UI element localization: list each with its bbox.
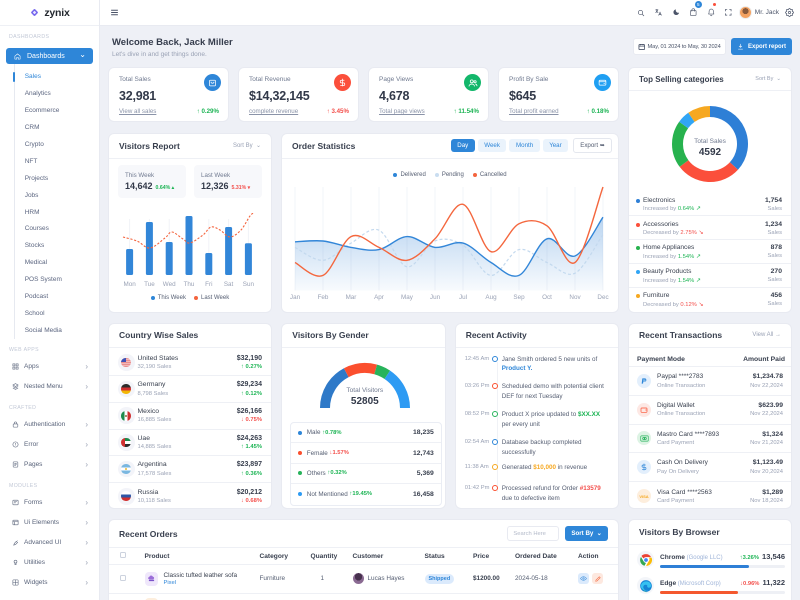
- svg-text:Jan: Jan: [290, 294, 301, 301]
- svg-text:Feb: Feb: [318, 294, 329, 301]
- svg-text:Sat: Sat: [224, 281, 234, 288]
- svg-text:Wed: Wed: [163, 281, 176, 288]
- svg-text:Sun: Sun: [243, 281, 255, 288]
- svg-text:Jun: Jun: [430, 294, 441, 301]
- svg-text:Sep: Sep: [513, 294, 525, 301]
- svg-text:Jul: Jul: [459, 294, 467, 301]
- svg-text:Thu: Thu: [184, 281, 195, 288]
- svg-text:Mon: Mon: [123, 281, 136, 288]
- svg-text:Fri: Fri: [205, 281, 212, 288]
- svg-text:Mar: Mar: [346, 294, 357, 301]
- svg-text:Nov: Nov: [569, 294, 581, 301]
- svg-text:Apr: Apr: [374, 294, 384, 301]
- svg-text:Aug: Aug: [485, 294, 497, 301]
- svg-text:Dec: Dec: [597, 294, 608, 301]
- svg-text:Tue: Tue: [144, 281, 155, 288]
- svg-text:Oct: Oct: [542, 294, 552, 301]
- svg-text:May: May: [401, 294, 414, 301]
